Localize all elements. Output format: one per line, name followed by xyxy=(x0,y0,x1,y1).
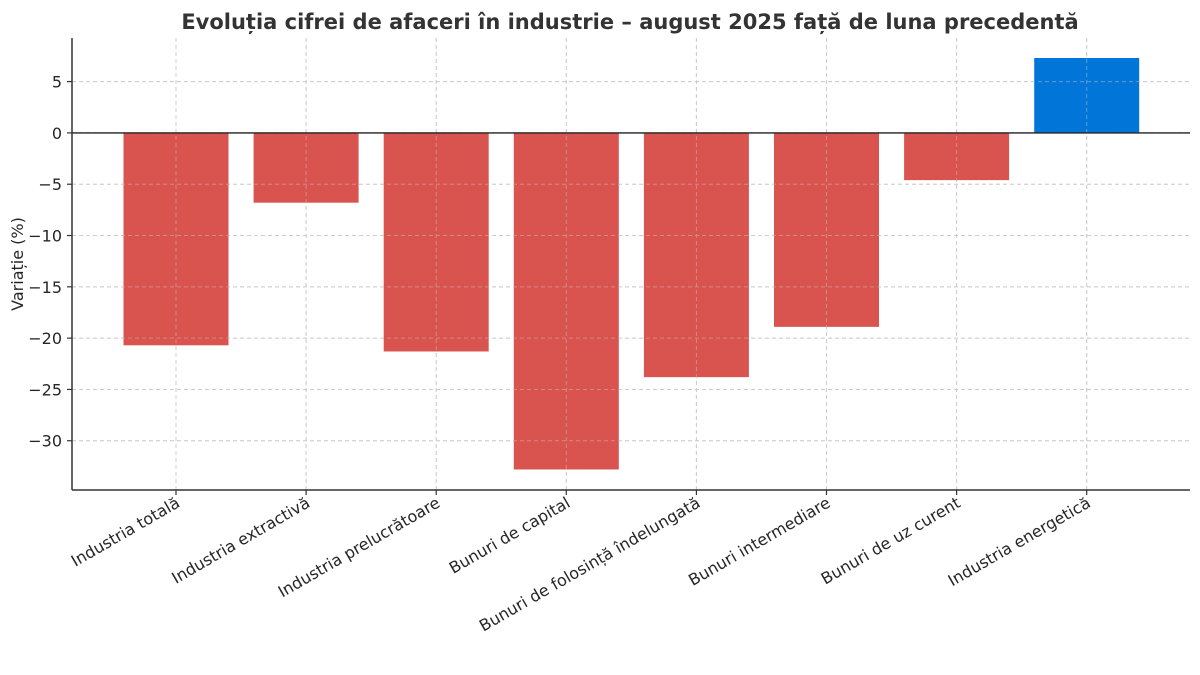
grid-lines-overlay xyxy=(72,38,1190,490)
bar xyxy=(1034,58,1140,133)
y-tick-label: 5 xyxy=(52,73,62,92)
chart-title: Evoluția cifrei de afaceri în industrie … xyxy=(181,10,1078,35)
y-tick-label: −10 xyxy=(28,227,62,246)
y-axis-label: Variație (%) xyxy=(8,217,27,311)
y-tick-label: −25 xyxy=(28,380,62,399)
bar xyxy=(383,132,489,352)
y-tick-label: −5 xyxy=(38,175,62,194)
grid-lines xyxy=(72,38,1190,490)
y-tick-labels: 5 0 −5 −10 −15 −20 −25 −30 xyxy=(28,73,62,451)
y-tick-label: −30 xyxy=(28,432,62,451)
x-tick-label: Bunuri intermediare xyxy=(685,493,833,590)
y-tick-label: −15 xyxy=(28,278,62,297)
bar xyxy=(253,132,359,203)
y-tick-label: −20 xyxy=(28,329,62,348)
x-tick-label: Industria extractivă xyxy=(168,493,313,588)
x-tick-label: Industria totală xyxy=(68,493,183,570)
x-tick-label: Industria energetică xyxy=(945,493,1094,590)
bars xyxy=(123,58,1140,470)
bar xyxy=(774,132,879,327)
bar xyxy=(123,132,229,346)
y-tick-label: 0 xyxy=(52,124,62,143)
x-tick-label: Bunuri de uz curent xyxy=(818,493,964,588)
bar xyxy=(643,132,749,378)
bar xyxy=(904,132,1010,181)
bar xyxy=(513,132,619,470)
x-tick-label: Bunuri de capital xyxy=(446,493,574,578)
axes xyxy=(67,38,1190,495)
x-tick-label: Bunuri de folosință îndelungată xyxy=(476,493,703,635)
